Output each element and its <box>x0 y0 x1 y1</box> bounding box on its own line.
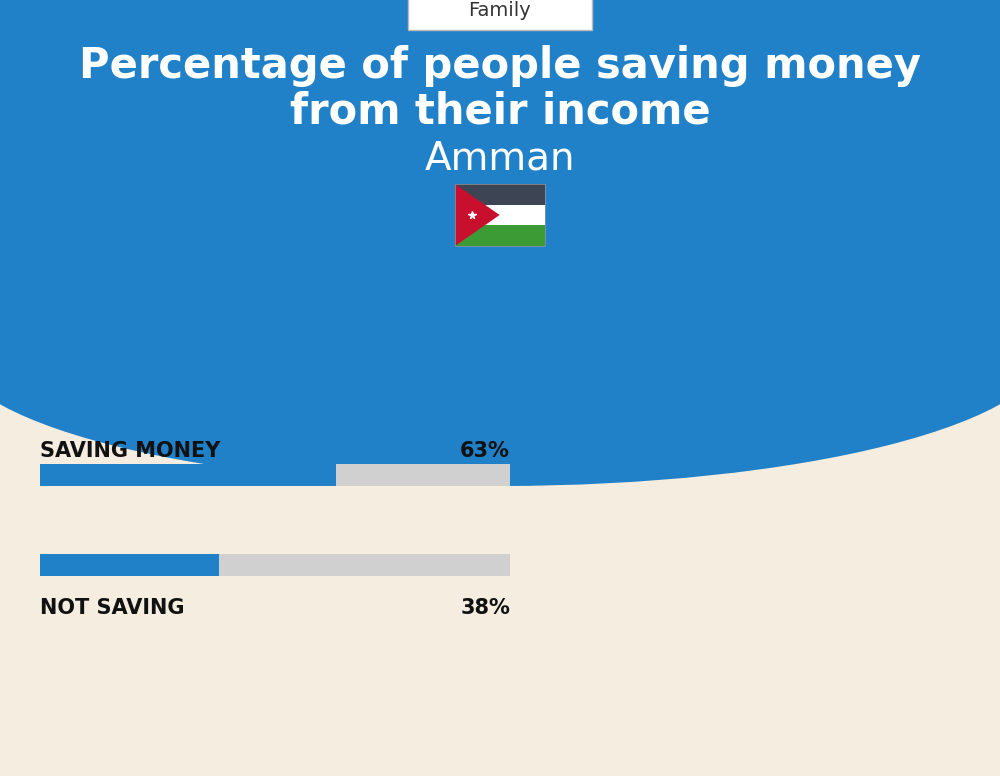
Bar <box>0 0 1000 346</box>
Bar <box>40 464 336 486</box>
Bar <box>455 225 545 246</box>
Text: from their income: from their income <box>290 90 710 132</box>
Text: NOT SAVING: NOT SAVING <box>40 598 184 618</box>
Bar <box>455 184 545 246</box>
Ellipse shape <box>0 206 1000 486</box>
Text: Family: Family <box>469 2 531 20</box>
Text: Amman: Amman <box>425 139 575 177</box>
FancyBboxPatch shape <box>408 0 592 30</box>
Text: 63%: 63% <box>460 441 510 461</box>
Polygon shape <box>455 184 500 246</box>
Bar <box>40 464 510 486</box>
Bar <box>455 205 545 225</box>
Bar <box>455 184 545 205</box>
Bar <box>40 554 510 576</box>
Text: SAVING MONEY: SAVING MONEY <box>40 441 220 461</box>
Bar <box>40 554 219 576</box>
Text: 38%: 38% <box>460 598 510 618</box>
Text: Percentage of people saving money: Percentage of people saving money <box>79 45 921 87</box>
